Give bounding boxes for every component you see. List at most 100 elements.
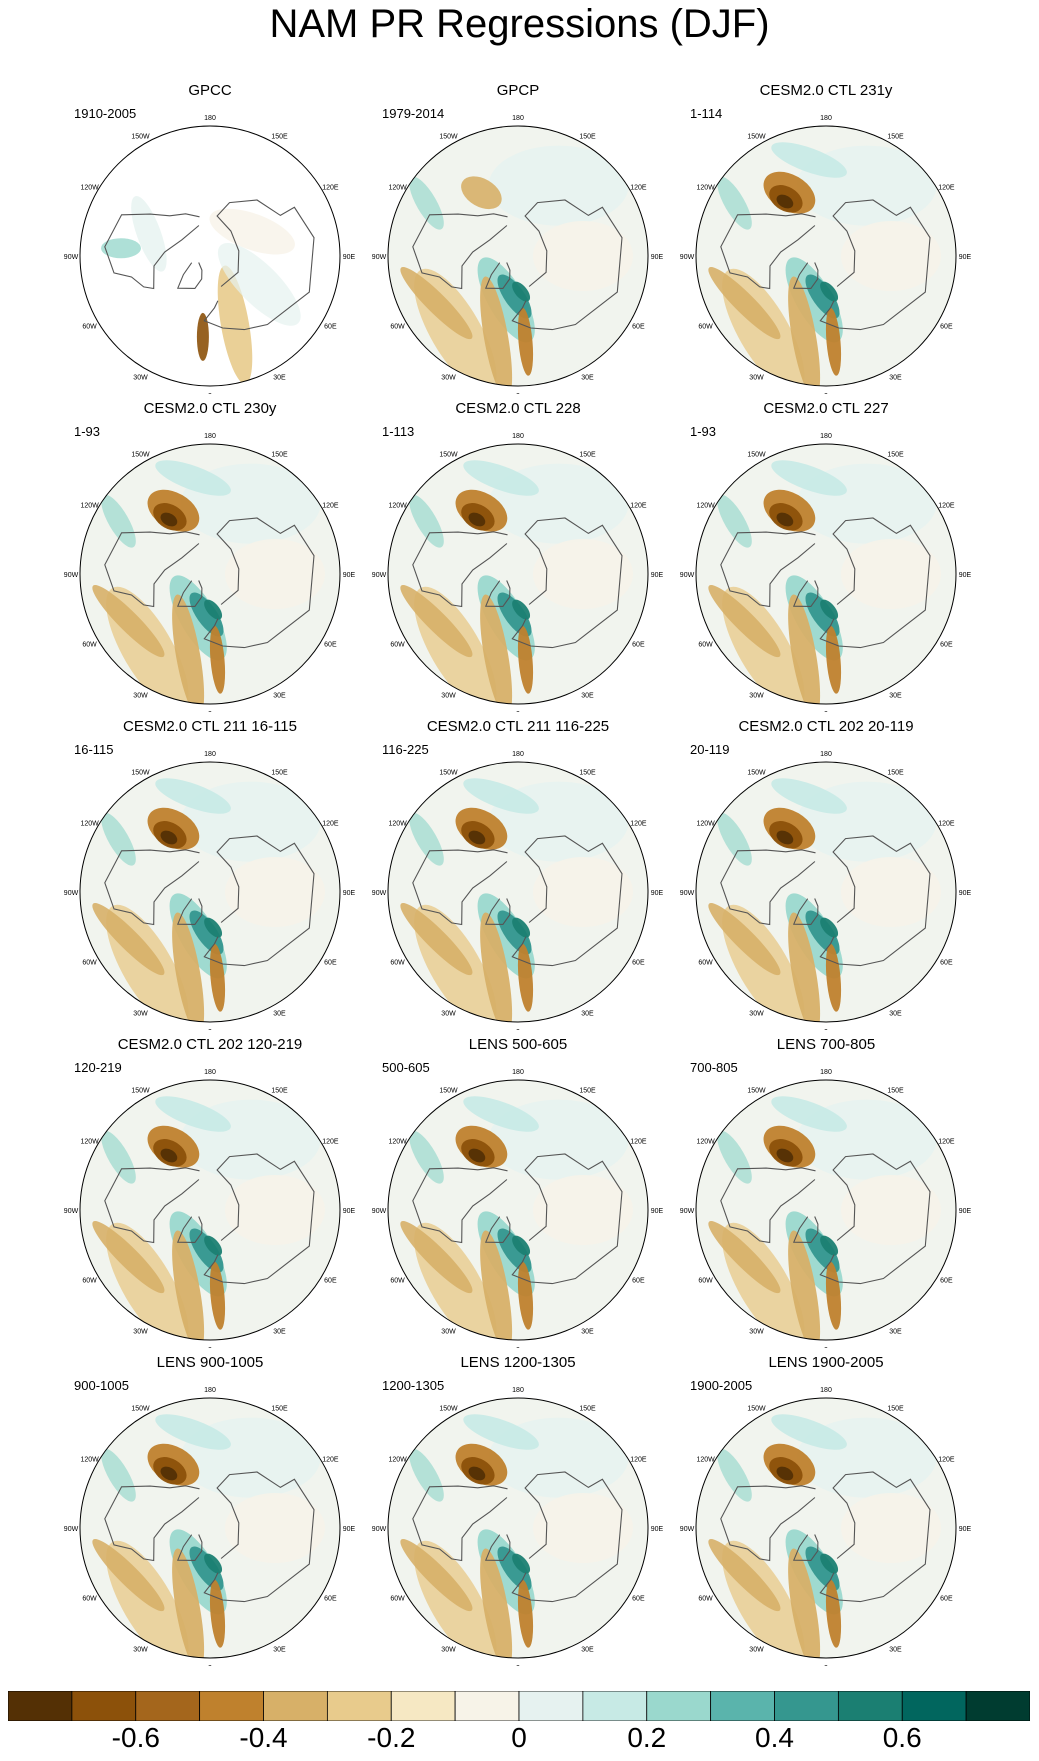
colorbar-tick-label: -0.4 xyxy=(239,1722,288,1753)
coastline xyxy=(819,199,931,331)
lon-label: 150E xyxy=(271,1088,288,1095)
lon-label: 180 xyxy=(512,1387,524,1394)
wet-anomaly xyxy=(820,917,839,938)
lon-label: 0 xyxy=(516,393,520,394)
lon-label: 0 xyxy=(208,393,212,394)
map-panel: 180 150E 120E 90E 60E 30E 0 30W 60W 90W 120W 150W LE… xyxy=(676,1036,976,1356)
panel-period: 1-93 xyxy=(690,424,717,439)
coastlines xyxy=(412,199,623,331)
map-panel: 180 150E 120E 90E 60E 30E 0 30W 60W 90W 120W 150W CE… xyxy=(676,718,976,1038)
lon-label: 60W xyxy=(698,960,713,967)
lon-label: 60E xyxy=(324,324,337,331)
lon-label: 120E xyxy=(938,1457,955,1464)
lon-label: 30E xyxy=(581,692,594,699)
wet-anomaly xyxy=(101,812,136,866)
lon-label: 120W xyxy=(696,1457,715,1464)
wet-anomaly xyxy=(533,1493,633,1563)
wet-anomaly xyxy=(409,1130,444,1184)
dry-anomaly xyxy=(480,1230,513,1340)
panel-title: GPCP xyxy=(496,82,540,99)
panel-period: 116-225 xyxy=(382,742,429,757)
coastlines xyxy=(104,1471,315,1603)
lon-label: 180 xyxy=(204,1387,216,1394)
lon-label: 90E xyxy=(343,254,356,261)
dry-anomaly xyxy=(776,1466,794,1481)
wet-anomaly xyxy=(204,1553,223,1574)
panel-period: 120-219 xyxy=(74,1060,122,1075)
panel-title: CESM2.0 CTL 227 xyxy=(763,400,889,417)
colorbar-segment xyxy=(518,1691,584,1721)
wet-anomaly xyxy=(533,221,633,291)
lon-label: 90W xyxy=(680,1526,695,1533)
land-anomaly xyxy=(217,265,253,384)
lon-label: 120W xyxy=(80,821,99,828)
lon-label: 60W xyxy=(82,642,97,649)
panel-period: 1-113 xyxy=(382,424,415,439)
lon-label: 90E xyxy=(651,254,664,261)
lon-label: 150E xyxy=(887,1088,904,1095)
wet-anomaly xyxy=(512,1553,531,1574)
lon-label: 30E xyxy=(889,1010,902,1017)
precip-field xyxy=(92,1414,325,1658)
lon-label: 0 xyxy=(208,1665,212,1666)
dry-anomaly xyxy=(196,312,209,361)
coastline xyxy=(819,1471,931,1603)
coastline xyxy=(203,517,315,649)
lon-label: 90W xyxy=(680,890,695,897)
coastline xyxy=(412,1167,508,1244)
coastlines xyxy=(412,1471,623,1603)
lon-label: 60E xyxy=(632,642,645,649)
panel-period: 1-114 xyxy=(690,106,723,121)
lon-label: 150W xyxy=(439,1088,458,1095)
colorbar-segment xyxy=(710,1691,775,1721)
lon-label: 30W xyxy=(441,1646,456,1653)
colorbar-tick-label: -0.2 xyxy=(367,1722,416,1753)
coastline xyxy=(720,849,816,926)
wet-anomaly xyxy=(841,221,941,291)
lon-label: 30E xyxy=(273,1010,286,1017)
lon-label: 150W xyxy=(131,134,150,141)
lon-label: 60E xyxy=(940,642,953,649)
lon-label: 60W xyxy=(390,960,405,967)
wet-anomaly xyxy=(155,778,231,814)
map-panel: 180 150E 120E 90E 60E 30E 0 30W 60W 90W 120W 150W CE… xyxy=(676,82,976,402)
coastline xyxy=(720,1485,816,1562)
coastline xyxy=(484,1534,511,1561)
lon-label: 120E xyxy=(322,1139,339,1146)
lon-label: 150E xyxy=(579,452,596,459)
lon-label: 150W xyxy=(439,134,458,141)
coastline xyxy=(720,1167,816,1244)
colorbar-segment xyxy=(454,1691,520,1721)
coastline xyxy=(176,1216,203,1243)
lon-label: 120W xyxy=(80,185,99,192)
dry-anomaly xyxy=(708,267,781,340)
wet-anomaly xyxy=(771,1096,847,1132)
lon-label: 90W xyxy=(680,572,695,579)
lon-label: 150W xyxy=(131,1406,150,1413)
lon-label: 60E xyxy=(632,1596,645,1603)
colorbar-segment xyxy=(837,1691,903,1721)
coastline xyxy=(484,1216,511,1243)
panel-period: 500-605 xyxy=(382,1060,430,1075)
colorbar-segment xyxy=(8,1691,73,1721)
coastline xyxy=(792,580,819,607)
lon-label: 90W xyxy=(680,1208,695,1215)
lon-label: 180 xyxy=(204,433,216,440)
lon-label: 120W xyxy=(80,1139,99,1146)
lon-label: 120E xyxy=(322,503,339,510)
lon-label: 150E xyxy=(887,770,904,777)
panel-title: GPCC xyxy=(188,82,232,99)
colorbar-segment xyxy=(390,1691,456,1721)
wet-anomaly xyxy=(463,778,539,814)
lon-label: 120W xyxy=(696,185,715,192)
map-panel: 180 150E 120E 90E 60E 30E 0 30W 60W 90W 120W 150W CE… xyxy=(60,400,360,720)
panel-title: CESM2.0 CTL 230y xyxy=(143,400,277,417)
lon-label: 120W xyxy=(388,185,407,192)
lon-label: 60E xyxy=(632,1278,645,1285)
wet-anomaly xyxy=(717,1130,752,1184)
wet-anomaly xyxy=(771,1414,847,1450)
map-panel: 180 150E 120E 90E 60E 30E 0 30W 60W 90W 120W 150W CE… xyxy=(676,400,976,720)
dry-anomaly xyxy=(92,1539,165,1612)
wet-anomaly xyxy=(717,1448,752,1502)
lon-label: 120E xyxy=(322,1457,339,1464)
